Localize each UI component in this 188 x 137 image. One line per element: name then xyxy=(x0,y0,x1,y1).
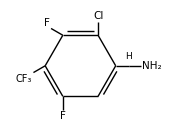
Text: Cl: Cl xyxy=(93,11,103,21)
Text: F: F xyxy=(44,18,50,28)
Text: NH₂: NH₂ xyxy=(142,61,162,71)
Text: CF₃: CF₃ xyxy=(16,74,32,84)
Text: F: F xyxy=(60,111,66,121)
Text: H: H xyxy=(125,52,132,61)
